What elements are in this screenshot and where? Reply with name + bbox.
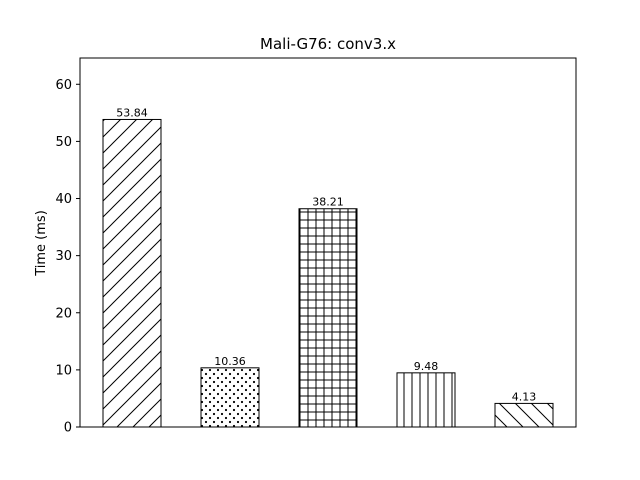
bar-1 [102, 118, 162, 428]
y-tick-label: 20 [55, 306, 72, 321]
bar-value-label: 53.84 [116, 106, 148, 119]
bar-4 [396, 372, 456, 428]
y-tick-label: 30 [55, 249, 72, 264]
bar-5 [494, 402, 554, 428]
plot-frame [79, 57, 577, 428]
y-axis-ticks: 0 10 20 30 40 50 60 [55, 78, 80, 436]
bars-group: 53.84 10.36 38.21 9.48 4.13 [102, 106, 554, 428]
bar-2 [200, 367, 260, 428]
bar-value-label: 38.21 [312, 196, 344, 209]
bar-value-label: 4.13 [512, 390, 537, 403]
y-axis-label: Time (ms) [34, 210, 49, 277]
y-tick-label: 10 [55, 363, 72, 378]
y-tick-label: 0 [64, 421, 72, 436]
y-tick-label: 60 [55, 78, 72, 93]
bar-3 [298, 208, 358, 428]
bar-value-label: 9.48 [414, 360, 439, 373]
bar-value-label: 10.36 [214, 355, 246, 368]
y-tick-label: 40 [55, 192, 72, 207]
y-tick-label: 50 [55, 135, 72, 150]
chart-title: Mali-G76: conv3.x [260, 35, 396, 53]
